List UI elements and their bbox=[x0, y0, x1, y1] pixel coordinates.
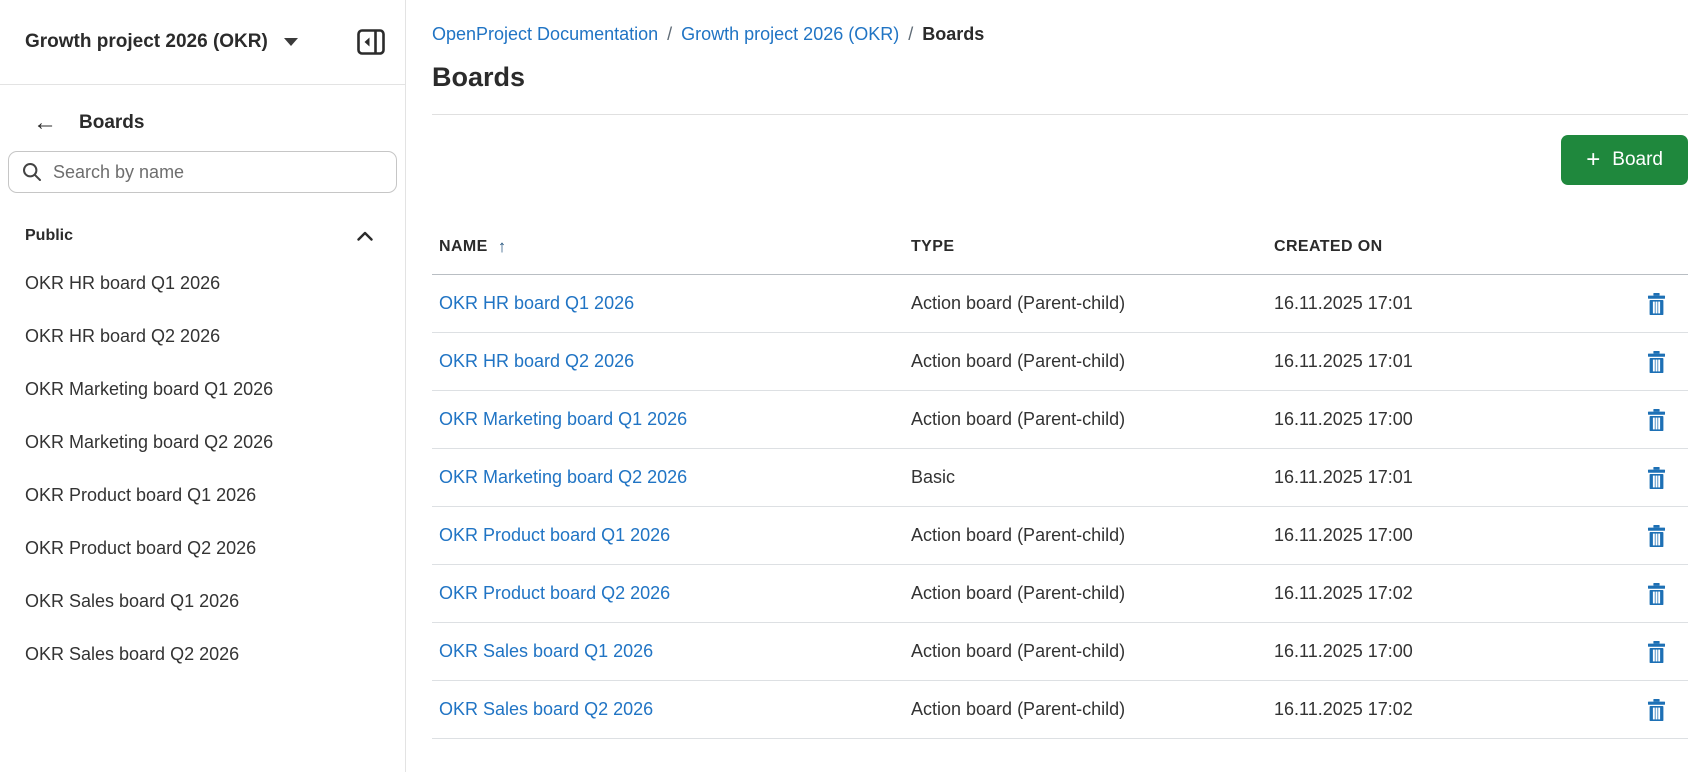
board-type-cell: Action board (Parent-child) bbox=[911, 351, 1126, 371]
sort-ascending-icon: ↑ bbox=[497, 236, 507, 256]
back-arrow-icon: ← bbox=[33, 109, 57, 136]
project-header: Growth project 2026 (OKR) bbox=[0, 0, 405, 85]
sidebar-board-item[interactable]: OKR HR board Q1 2026 bbox=[25, 273, 221, 293]
column-header-name[interactable]: NAME ↑ bbox=[439, 236, 507, 256]
sidebar-group-label: Public bbox=[25, 227, 74, 244]
table-row: OKR Marketing board Q2 2026 Basic 16.11.… bbox=[432, 449, 1688, 507]
table-header-row: NAME ↑ TYPE CREATED ON bbox=[432, 219, 1688, 275]
breadcrumb-link-project[interactable]: Growth project 2026 (OKR) bbox=[681, 24, 900, 44]
delete-icon bbox=[1647, 466, 1666, 489]
board-type-cell: Action board (Parent-child) bbox=[911, 525, 1126, 545]
chevron-down-icon bbox=[283, 38, 298, 46]
delete-board-button[interactable] bbox=[1647, 582, 1666, 605]
breadcrumb-current: Boards bbox=[922, 24, 985, 44]
delete-icon bbox=[1647, 524, 1666, 547]
chevron-up-icon bbox=[357, 231, 373, 241]
boards-table: NAME ↑ TYPE CREATED ON OKR HR board Q1 2… bbox=[432, 219, 1688, 739]
search-box[interactable] bbox=[8, 151, 397, 193]
delete-icon bbox=[1647, 292, 1666, 315]
plus-icon: + bbox=[1586, 146, 1601, 173]
breadcrumb-separator: / bbox=[908, 24, 914, 44]
table-row: OKR HR board Q1 2026 Action board (Paren… bbox=[432, 275, 1688, 333]
collapse-sidebar-icon bbox=[357, 29, 385, 55]
page-title: Boards bbox=[432, 62, 526, 92]
add-board-button[interactable]: + Board bbox=[1561, 135, 1688, 185]
board-name-link[interactable]: OKR Sales board Q2 2026 bbox=[439, 699, 654, 719]
column-header-created-on[interactable]: CREATED ON bbox=[1274, 237, 1383, 255]
board-type-cell: Action board (Parent-child) bbox=[911, 641, 1126, 661]
table-row: OKR Marketing board Q1 2026 Action board… bbox=[432, 391, 1688, 449]
delete-board-button[interactable] bbox=[1647, 350, 1666, 373]
sidebar-board-item[interactable]: OKR Marketing board Q1 2026 bbox=[25, 379, 274, 399]
sidebar-board-item[interactable]: OKR HR board Q2 2026 bbox=[25, 326, 221, 346]
board-name-link[interactable]: OKR HR board Q2 2026 bbox=[439, 351, 635, 371]
delete-board-button[interactable] bbox=[1647, 640, 1666, 663]
table-row: OKR Product board Q1 2026 Action board (… bbox=[432, 507, 1688, 565]
delete-icon bbox=[1647, 640, 1666, 663]
board-name-link[interactable]: OKR Sales board Q1 2026 bbox=[439, 641, 654, 661]
sidebar-board-item[interactable]: OKR Product board Q2 2026 bbox=[25, 538, 257, 558]
board-created-on-cell: 16.11.2025 17:01 bbox=[1274, 293, 1413, 313]
add-board-button-label: Board bbox=[1612, 149, 1663, 170]
sidebar-section-header: ← Boards bbox=[0, 85, 405, 135]
sidebar-board-item[interactable]: OKR Marketing board Q2 2026 bbox=[25, 432, 274, 452]
delete-icon bbox=[1647, 582, 1666, 605]
board-type-cell: Basic bbox=[911, 467, 956, 487]
board-type-cell: Action board (Parent-child) bbox=[911, 583, 1126, 603]
board-type-cell: Action board (Parent-child) bbox=[911, 293, 1126, 313]
delete-icon bbox=[1647, 350, 1666, 373]
sidebar-board-item[interactable]: OKR Sales board Q2 2026 bbox=[25, 644, 240, 664]
breadcrumb-link-documentation[interactable]: OpenProject Documentation bbox=[432, 24, 659, 44]
table-row: OKR Sales board Q1 2026 Action board (Pa… bbox=[432, 623, 1688, 681]
sidebar-section-title: Boards bbox=[79, 112, 145, 133]
sidebar: Growth project 2026 (OKR) ← Boards bbox=[0, 0, 406, 772]
board-created-on-cell: 16.11.2025 17:02 bbox=[1274, 583, 1413, 603]
column-header-type[interactable]: TYPE bbox=[911, 237, 955, 255]
title-divider bbox=[432, 114, 1688, 115]
board-created-on-cell: 16.11.2025 17:02 bbox=[1274, 699, 1413, 719]
table-row: OKR Sales board Q2 2026 Action board (Pa… bbox=[432, 681, 1688, 739]
board-type-cell: Action board (Parent-child) bbox=[911, 699, 1126, 719]
search-input[interactable] bbox=[53, 161, 383, 183]
board-created-on-cell: 16.11.2025 17:01 bbox=[1274, 351, 1413, 371]
breadcrumb-separator: / bbox=[667, 24, 673, 44]
board-created-on-cell: 16.11.2025 17:01 bbox=[1274, 467, 1413, 487]
delete-icon bbox=[1647, 698, 1666, 721]
collapse-sidebar-button[interactable] bbox=[357, 29, 385, 55]
table-row: OKR Product board Q2 2026 Action board (… bbox=[432, 565, 1688, 623]
back-button[interactable]: ← bbox=[33, 111, 57, 135]
board-created-on-cell: 16.11.2025 17:00 bbox=[1274, 641, 1413, 661]
breadcrumb: OpenProject Documentation / Growth proje… bbox=[432, 24, 1696, 45]
sidebar-board-list: OKR HR board Q1 2026 OKR HR board Q2 202… bbox=[0, 257, 405, 681]
board-name-link[interactable]: OKR Product board Q1 2026 bbox=[439, 525, 671, 545]
sidebar-board-item[interactable]: OKR Product board Q1 2026 bbox=[25, 485, 257, 505]
table-body: OKR HR board Q1 2026 Action board (Paren… bbox=[432, 275, 1688, 739]
main-content: OpenProject Documentation / Growth proje… bbox=[406, 0, 1696, 772]
delete-board-button[interactable] bbox=[1647, 466, 1666, 489]
sidebar-board-item[interactable]: OKR Sales board Q1 2026 bbox=[25, 591, 240, 611]
board-name-link[interactable]: OKR Marketing board Q2 2026 bbox=[439, 467, 688, 487]
board-created-on-cell: 16.11.2025 17:00 bbox=[1274, 525, 1413, 545]
delete-board-button[interactable] bbox=[1647, 524, 1666, 547]
board-name-link[interactable]: OKR Product board Q2 2026 bbox=[439, 583, 671, 603]
board-name-link[interactable]: OKR HR board Q1 2026 bbox=[439, 293, 635, 313]
project-title: Growth project 2026 (OKR) bbox=[25, 31, 268, 52]
table-row: OKR HR board Q2 2026 Action board (Paren… bbox=[432, 333, 1688, 391]
board-type-cell: Action board (Parent-child) bbox=[911, 409, 1126, 429]
search-icon bbox=[22, 162, 42, 182]
delete-board-button[interactable] bbox=[1647, 698, 1666, 721]
sidebar-group-public[interactable]: Public bbox=[0, 193, 405, 245]
project-selector[interactable]: Growth project 2026 (OKR) bbox=[25, 31, 298, 53]
toolbar: + Board bbox=[432, 135, 1688, 185]
delete-board-button[interactable] bbox=[1647, 292, 1666, 315]
board-created-on-cell: 16.11.2025 17:00 bbox=[1274, 409, 1413, 429]
delete-board-button[interactable] bbox=[1647, 408, 1666, 431]
board-name-link[interactable]: OKR Marketing board Q1 2026 bbox=[439, 409, 688, 429]
delete-icon bbox=[1647, 408, 1666, 431]
